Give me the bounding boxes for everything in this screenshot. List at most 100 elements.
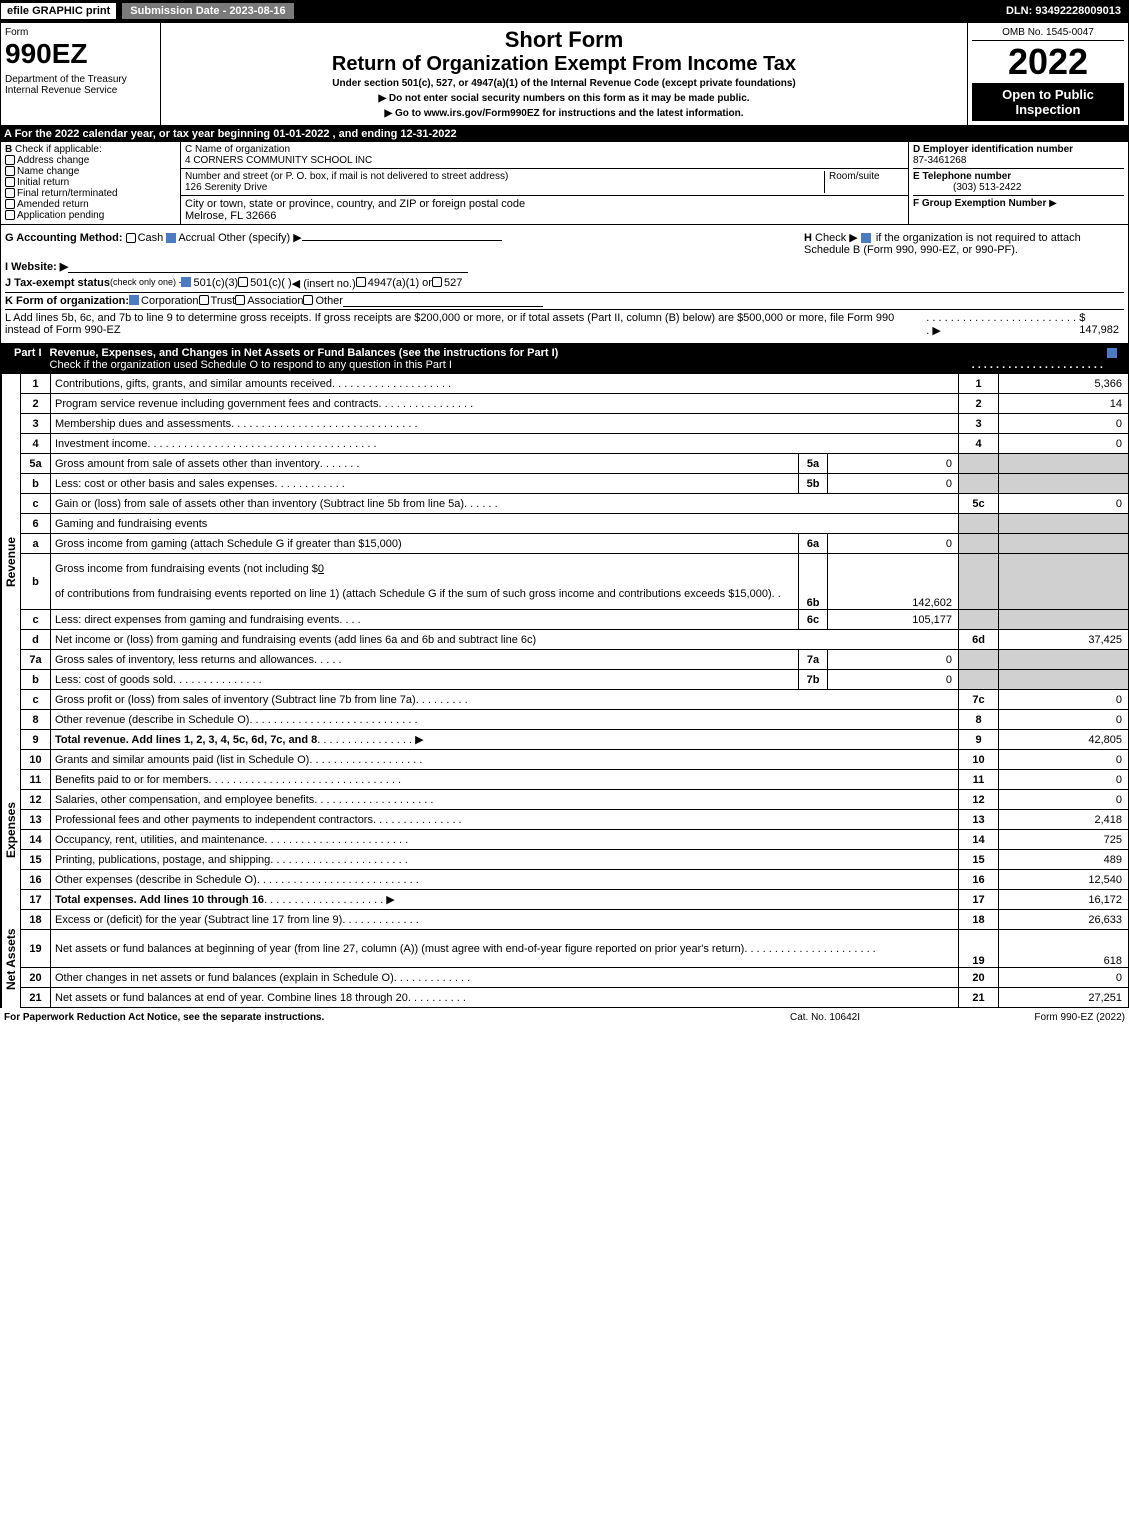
omb-number: OMB No. 1545-0047 xyxy=(972,27,1124,41)
city-value: Melrose, FL 32666 xyxy=(185,210,276,222)
checkbox-corporation-checked[interactable] xyxy=(129,295,139,305)
line-13-boxnum: 13 xyxy=(958,810,998,829)
line-1-value: 5,366 xyxy=(998,374,1128,393)
line-7c-desc: Gross profit or (loss) from sales of inv… xyxy=(55,694,416,706)
checkbox-accrual-checked[interactable] xyxy=(166,233,176,243)
street-row: Number and street (or P. O. box, if mail… xyxy=(181,169,908,196)
checkbox-association[interactable] xyxy=(235,295,245,305)
line-3-value: 0 xyxy=(998,414,1128,433)
line-20-value: 0 xyxy=(998,968,1128,987)
line-5a-desc: Gross amount from sale of assets other t… xyxy=(55,458,320,470)
line-7b-desc: Less: cost of goods sold xyxy=(55,674,173,686)
name-label: C Name of organization xyxy=(185,144,290,155)
checkbox-trust[interactable] xyxy=(199,295,209,305)
line-6d-desc: Net income or (loss) from gaming and fun… xyxy=(55,634,536,646)
line-12-value: 0 xyxy=(998,790,1128,809)
line-6c: c Less: direct expenses from gaming and … xyxy=(20,610,1129,630)
line-12-desc: Salaries, other compensation, and employ… xyxy=(55,794,314,806)
line-13-value: 2,418 xyxy=(998,810,1128,829)
section-def: D Employer identification number 87-3461… xyxy=(908,142,1128,224)
checkbox-application-pending[interactable] xyxy=(5,210,15,220)
expenses-vertical-label: Expenses xyxy=(1,750,20,910)
line-8-value: 0 xyxy=(998,710,1128,729)
association-label: Association xyxy=(247,295,303,307)
phone-label: E Telephone number xyxy=(913,171,1011,182)
line-16-boxnum: 16 xyxy=(958,870,998,889)
line-5a-subval: 0 xyxy=(828,454,958,473)
line-5b-desc: Less: cost or other basis and sales expe… xyxy=(55,478,275,490)
line-14-desc: Occupancy, rent, utilities, and maintena… xyxy=(55,834,265,846)
line-1-desc: Contributions, gifts, grants, and simila… xyxy=(55,378,332,390)
amended-return-label: Amended return xyxy=(17,199,89,210)
checkbox-501c3-checked[interactable] xyxy=(181,277,191,287)
checkbox-h-checked[interactable] xyxy=(861,233,871,243)
j-note: (check only one) - xyxy=(110,277,182,290)
part-1-checkbox[interactable] xyxy=(1103,347,1123,371)
checkbox-4947[interactable] xyxy=(356,277,366,287)
sections-ghijk: G Accounting Method: Cash Accrual Other … xyxy=(0,225,1129,344)
group-label: F Group Exemption Number xyxy=(913,198,1046,209)
line-20-desc: Other changes in net assets or fund bala… xyxy=(55,972,394,984)
corporation-label: Corporation xyxy=(141,295,198,307)
line-6a: a Gross income from gaming (attach Sched… xyxy=(20,534,1129,554)
city-row: City or town, state or province, country… xyxy=(181,196,908,224)
room-label: Room/suite xyxy=(829,171,880,182)
form-number: 990EZ xyxy=(5,38,156,70)
org-name-row: C Name of organization 4 CORNERS COMMUNI… xyxy=(181,142,908,169)
line-17-desc: Total expenses. Add lines 10 through 16 xyxy=(55,894,264,906)
netassets-vertical-label: Net Assets xyxy=(1,910,20,1008)
checkbox-address-change[interactable] xyxy=(5,155,15,165)
line-16: 16 Other expenses (describe in Schedule … xyxy=(20,870,1129,890)
section-g: G Accounting Method: Cash Accrual Other … xyxy=(5,231,804,256)
line-18-value: 26,633 xyxy=(998,910,1128,929)
line-17: 17 Total expenses. Add lines 10 through … xyxy=(20,890,1129,910)
other-specify-input[interactable] xyxy=(302,240,502,241)
checkbox-other-org[interactable] xyxy=(303,295,313,305)
line-12: 12 Salaries, other compensation, and emp… xyxy=(20,790,1129,810)
line-18: 18 Excess or (deficit) for the year (Sub… xyxy=(20,910,1129,930)
line-7b-subval: 0 xyxy=(828,670,958,689)
k-label: K Form of organization: xyxy=(5,295,129,307)
line-6b-subval: 142,602 xyxy=(828,554,958,609)
line-6a-subval: 0 xyxy=(828,534,958,553)
accounting-label: G Accounting Method: xyxy=(5,232,123,244)
no-ssn-warning: ▶ Do not enter social security numbers o… xyxy=(165,93,963,104)
checkbox-cash[interactable] xyxy=(126,233,136,243)
section-h: H Check ▶ if the organization is not req… xyxy=(804,231,1124,256)
checkbox-initial-return[interactable] xyxy=(5,177,15,187)
line-6-desc: Gaming and fundraising events xyxy=(55,518,207,530)
trust-label: Trust xyxy=(211,295,236,307)
goto-link[interactable]: ▶ Go to www.irs.gov/Form990EZ for instru… xyxy=(165,108,963,119)
line-9-value: 42,805 xyxy=(998,730,1128,749)
line-16-desc: Other expenses (describe in Schedule O) xyxy=(55,874,257,886)
efile-print-button[interactable]: efile GRAPHIC print xyxy=(0,2,117,20)
page-footer: For Paperwork Reduction Act Notice, see … xyxy=(0,1008,1129,1027)
accrual-label: Accrual xyxy=(178,232,215,244)
checkbox-527[interactable] xyxy=(432,277,442,287)
line-6b-sub: 6b xyxy=(798,554,828,609)
line-7a-subval: 0 xyxy=(828,650,958,669)
line-15-value: 489 xyxy=(998,850,1128,869)
line-6: 6 Gaming and fundraising events xyxy=(20,514,1129,534)
other-org-input[interactable] xyxy=(343,295,543,307)
checkbox-final-return[interactable] xyxy=(5,188,15,198)
line-6b: b Gross income from fundraising events (… xyxy=(20,554,1129,610)
checkbox-amended-return[interactable] xyxy=(5,199,15,209)
other-label: Other (specify) ▶ xyxy=(218,232,302,244)
line-7b: b Less: cost of goods sold . . . . . . .… xyxy=(20,670,1129,690)
line-5a: 5a Gross amount from sale of assets othe… xyxy=(20,454,1129,474)
checkbox-name-change[interactable] xyxy=(5,166,15,176)
final-return-label: Final return/terminated xyxy=(17,188,118,199)
section-b: B Check if applicable: Address change Na… xyxy=(1,142,181,224)
department: Department of the Treasury Internal Reve… xyxy=(5,74,156,96)
website-input[interactable] xyxy=(68,260,468,273)
line-21-boxnum: 21 xyxy=(958,988,998,1007)
line-18-boxnum: 18 xyxy=(958,910,998,929)
line-21: 21 Net assets or fund balances at end of… xyxy=(20,988,1129,1008)
line-11-desc: Benefits paid to or for members xyxy=(55,774,208,786)
j-label: J Tax-exempt status xyxy=(5,277,110,290)
checkbox-501c[interactable] xyxy=(238,277,248,287)
line-4-desc: Investment income xyxy=(55,438,147,450)
address-change-label: Address change xyxy=(17,155,89,166)
ein-label: D Employer identification number xyxy=(913,144,1073,155)
